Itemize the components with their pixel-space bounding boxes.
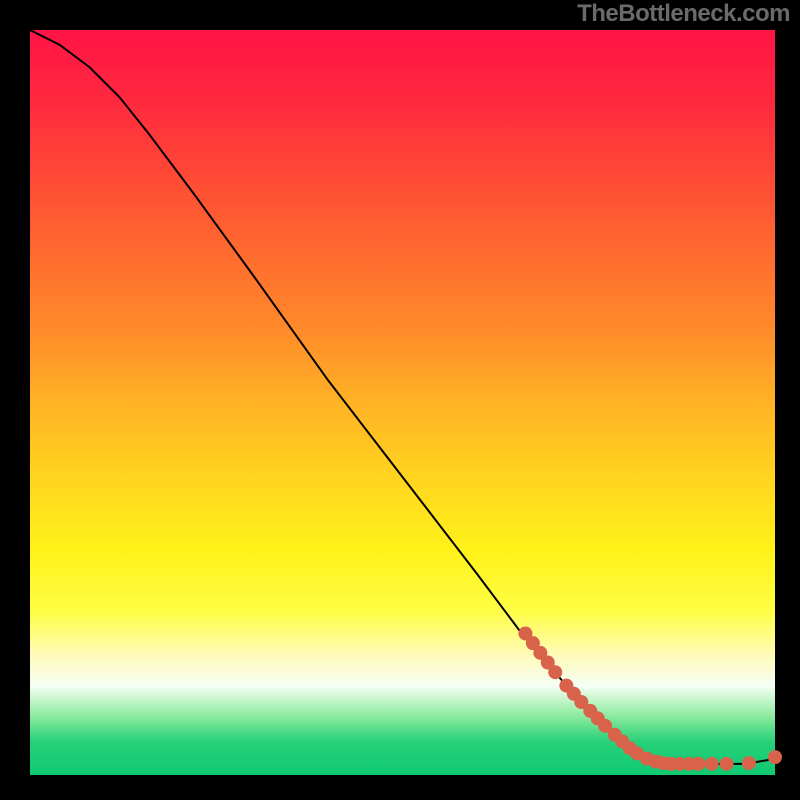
chart-root: TheBottleneck.com bbox=[0, 0, 800, 800]
data-marker bbox=[768, 750, 782, 764]
data-marker bbox=[548, 665, 562, 679]
data-marker bbox=[720, 757, 734, 771]
chart-canvas bbox=[0, 0, 800, 800]
watermark-text: TheBottleneck.com bbox=[577, 0, 790, 28]
data-marker bbox=[705, 757, 719, 771]
data-marker bbox=[691, 757, 705, 771]
plot-background bbox=[30, 30, 775, 775]
data-marker bbox=[742, 756, 756, 770]
